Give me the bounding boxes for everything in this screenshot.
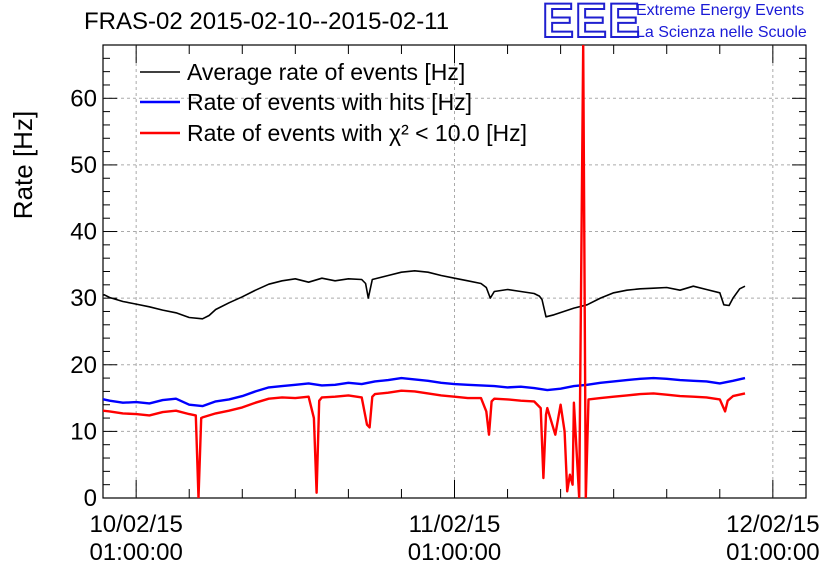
series-line-3 <box>103 45 746 498</box>
logo-line-1: Extreme Energy Events <box>636 2 805 19</box>
legend-label-3: Rate of events with χ² < 10.0 [Hz] <box>187 120 527 146</box>
axis-ticks: 010203040506010/02/1501:00:0011/02/1501:… <box>70 45 820 566</box>
series-line-1 <box>103 270 746 320</box>
chart-title: FRAS-02 2015-02-10--2015-02-11 <box>84 8 450 35</box>
y-tick-label: 30 <box>70 285 97 312</box>
x-tick-label-time: 01:00:00 <box>726 539 819 566</box>
y-tick-label: 20 <box>70 352 97 379</box>
y-tick-label: 0 <box>84 485 97 512</box>
series-line-2 <box>103 376 746 408</box>
eee-logo: EEE <box>541 0 642 48</box>
data-series <box>103 45 746 498</box>
y-axis-label: Rate [Hz] <box>8 111 38 219</box>
y-tick-label: 60 <box>70 85 97 112</box>
x-tick-label-date: 12/02/15 <box>726 511 819 538</box>
x-tick-label-date: 10/02/15 <box>89 511 182 538</box>
x-tick-label-time: 01:00:00 <box>89 539 182 566</box>
logo-line-2: La Scienza nelle Scuole <box>636 24 807 41</box>
y-tick-label: 10 <box>70 418 97 445</box>
y-tick-label: 50 <box>70 152 97 179</box>
legend: Average rate of events [Hz] Rate of event… <box>140 59 527 146</box>
legend-label-2: Rate of events with hits [Hz] <box>187 89 472 115</box>
legend-label-1: Average rate of events [Hz] <box>187 59 465 85</box>
x-tick-label-time: 01:00:00 <box>408 539 501 566</box>
y-tick-label: 40 <box>70 219 97 246</box>
x-tick-label-date: 11/02/15 <box>409 511 501 538</box>
